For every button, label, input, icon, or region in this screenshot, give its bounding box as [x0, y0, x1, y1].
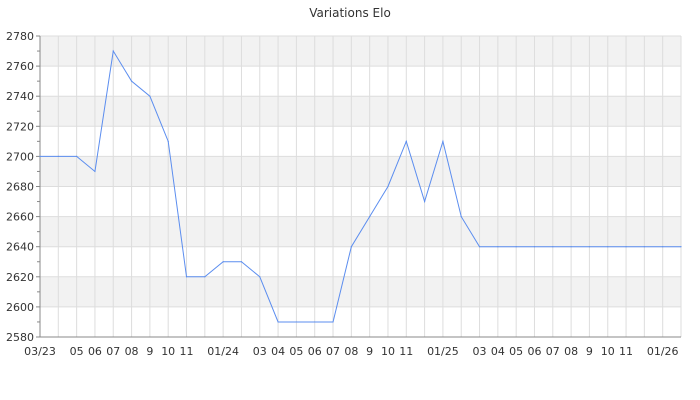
data-point	[57, 155, 59, 157]
y-tick-label: 2700	[6, 150, 34, 163]
y-tick-label: 2680	[6, 181, 34, 194]
data-point	[295, 321, 297, 323]
x-tick-label: 06	[527, 345, 541, 358]
data-point	[314, 321, 316, 323]
data-point	[515, 246, 517, 248]
data-point	[607, 246, 609, 248]
data-point	[387, 185, 389, 188]
data-point	[369, 216, 371, 218]
x-tick-label: 03	[473, 345, 487, 358]
x-tick-label: 10	[601, 345, 615, 358]
data-point	[204, 276, 206, 278]
data-point	[625, 246, 627, 248]
x-tick-label: 10	[161, 345, 175, 358]
data-point	[39, 155, 41, 157]
data-point	[94, 170, 96, 173]
y-tick-label: 2640	[6, 241, 34, 254]
data-point	[570, 246, 572, 248]
data-point	[424, 200, 426, 203]
y-tick-label: 2720	[6, 120, 34, 133]
elo-series-line	[40, 49, 681, 323]
y-tick-label: 2660	[6, 211, 34, 224]
data-point	[552, 246, 554, 248]
data-point	[149, 95, 151, 97]
x-tick-label: 05	[509, 345, 523, 358]
x-tick-label: 06	[308, 345, 322, 358]
data-point	[405, 140, 407, 142]
data-point	[350, 246, 352, 248]
y-tick-label: 2620	[6, 271, 34, 284]
x-tick-label: 04	[271, 345, 285, 358]
x-tick-label: 04	[491, 345, 505, 358]
data-point	[460, 216, 462, 218]
data-point	[185, 276, 188, 278]
data-point	[76, 155, 78, 157]
y-tick-label: 2600	[6, 301, 34, 314]
data-point	[259, 276, 261, 278]
data-point	[130, 80, 133, 82]
data-point	[533, 246, 536, 248]
x-tick-label: 9	[366, 345, 373, 358]
y-tick-label: 2780	[6, 30, 34, 43]
x-tick-label: 05	[70, 345, 84, 358]
x-tick-label: 11	[180, 345, 194, 358]
x-tick-label: 08	[564, 345, 578, 358]
x-tick-label: 10	[381, 345, 395, 358]
y-tick-label: 2580	[6, 331, 34, 344]
grid-band	[40, 96, 681, 127]
data-point	[240, 261, 243, 263]
x-tick-label: 07	[546, 345, 560, 358]
x-tick-label: 03/23	[24, 345, 56, 358]
grid-band	[40, 36, 681, 67]
data-point	[277, 321, 279, 323]
data-point	[662, 246, 664, 248]
x-tick-label: 08	[125, 345, 139, 358]
x-tick-label: 07	[326, 345, 340, 358]
x-tick-label: 9	[586, 345, 593, 358]
x-tick-label: 06	[88, 345, 102, 358]
x-tick-label: 03	[253, 345, 267, 358]
x-tick-label: 08	[344, 345, 358, 358]
data-point	[167, 140, 169, 142]
data-point	[332, 321, 334, 323]
x-tick-label: 07	[106, 345, 120, 358]
data-point	[222, 261, 224, 263]
x-tick-label: 9	[146, 345, 153, 358]
data-point	[588, 246, 591, 248]
grid-band	[40, 276, 681, 307]
data-point	[643, 246, 645, 248]
data-point	[680, 246, 682, 248]
x-tick-label: 01/24	[207, 345, 239, 358]
x-tick-label: 11	[619, 345, 633, 358]
grid-band	[40, 156, 681, 187]
data-point	[112, 50, 114, 52]
x-tick-label: 05	[289, 345, 303, 358]
chart-title: Variations Elo	[309, 6, 391, 20]
data-point	[478, 246, 481, 248]
data-point	[442, 140, 444, 142]
x-tick-label: 01/25	[427, 345, 459, 358]
y-tick-label: 2740	[6, 90, 34, 103]
data-point	[497, 246, 499, 248]
x-tick-label: 11	[399, 345, 413, 358]
y-tick-label: 2760	[6, 60, 34, 73]
x-tick-label: 01/26	[647, 345, 679, 358]
